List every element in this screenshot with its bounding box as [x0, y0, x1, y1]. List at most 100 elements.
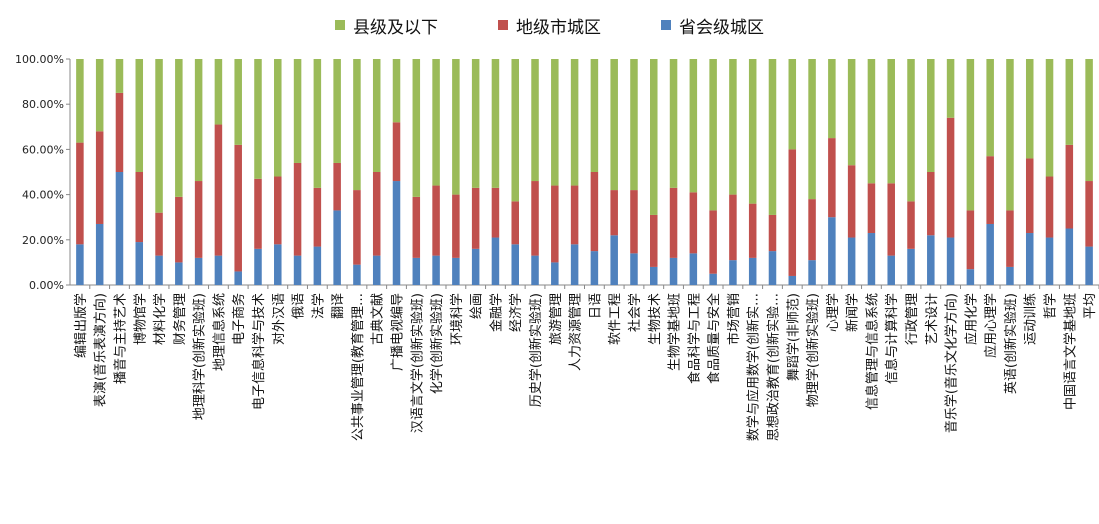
- bar-segment: [709, 210, 717, 274]
- bar-segment: [1025, 158, 1034, 234]
- x-category-label: 行政管理: [905, 293, 920, 345]
- bar-segment: [115, 92, 124, 172]
- bar-segment: [135, 59, 144, 172]
- bar-segment: [1006, 266, 1014, 285]
- bar-segment: [313, 187, 322, 247]
- bar-segment: [115, 59, 124, 93]
- bar-segment: [432, 185, 440, 256]
- bar-segment: [808, 59, 816, 200]
- bar-segment: [412, 257, 421, 285]
- x-category-label: 环境科学: [449, 293, 465, 345]
- bar-segment: [946, 237, 955, 285]
- bar-segment: [155, 255, 163, 285]
- bar-segment: [946, 59, 955, 118]
- bar-segment: [313, 59, 322, 188]
- y-tick-label: 40.00%: [22, 189, 64, 202]
- bar-segment: [986, 223, 994, 285]
- bar-segment: [709, 273, 717, 285]
- x-category-label: 材料化学: [152, 293, 168, 345]
- bar-segment: [847, 165, 856, 238]
- x-category-label: 广播电视编导: [391, 293, 406, 371]
- bar-segment: [1065, 228, 1074, 285]
- bar-segment: [412, 196, 421, 258]
- bar-segment: [551, 262, 559, 285]
- bar-segment: [669, 59, 678, 188]
- bar-segment: [76, 59, 84, 143]
- bar-segment: [234, 59, 242, 145]
- bar-segment: [194, 181, 203, 258]
- x-category-label: 绘画: [470, 293, 485, 319]
- bar-segment: [531, 59, 539, 182]
- bar-segment: [630, 59, 638, 191]
- bar-segment: [1025, 59, 1034, 159]
- bar-segment: [570, 185, 579, 245]
- bar-segment: [590, 59, 599, 172]
- bar-segment: [293, 255, 302, 285]
- bar-segment: [353, 264, 361, 285]
- x-category-label: 平均: [1083, 293, 1098, 319]
- bar-segment: [491, 59, 500, 188]
- bar-segment: [234, 271, 242, 285]
- bar-segment: [452, 257, 460, 285]
- bar-segment: [333, 162, 341, 211]
- x-category-label: 汉语言文学(创新实验班): [409, 293, 425, 433]
- y-tick-label: 80.00%: [22, 98, 64, 111]
- bar-segment: [1006, 210, 1014, 267]
- bar-segment: [1085, 181, 1093, 247]
- bar-segment: [531, 255, 539, 285]
- bar-segment: [471, 248, 480, 285]
- bar-segment: [709, 59, 717, 211]
- x-category-label: 对外汉语: [272, 293, 287, 345]
- bar-segment: [610, 235, 618, 285]
- x-category-label: 翻译: [331, 293, 346, 319]
- x-category-label: 地理信息系统: [211, 293, 227, 371]
- bar-segment: [452, 194, 460, 258]
- bar-segment: [372, 255, 381, 285]
- legend-label-prefecture: 地级市城区: [516, 17, 601, 38]
- bar-segment: [1006, 59, 1014, 211]
- bar-segment: [729, 59, 737, 195]
- chart-legend: 县级及以下 地级市城区 省会级城区: [0, 8, 1099, 42]
- bar-segment: [175, 262, 183, 285]
- bar-segment: [768, 214, 777, 252]
- bar-segment: [610, 59, 618, 191]
- bar-segment: [689, 59, 698, 193]
- bar-segment: [254, 59, 262, 179]
- legend-item-county: 县级及以下: [335, 13, 438, 38]
- bar-segment: [95, 59, 104, 132]
- x-category-label: 生物学基地班: [667, 293, 683, 371]
- x-category-label: 思想政治教育(创新实验…: [765, 293, 781, 441]
- bar-segment: [966, 269, 975, 285]
- bar-segment: [412, 59, 421, 197]
- x-category-label: 旅游管理: [549, 293, 564, 345]
- bar-segment: [353, 59, 361, 191]
- bar-segment: [689, 253, 698, 285]
- bar-segment: [887, 255, 895, 285]
- x-category-label: 中国语言文学基地班: [1062, 293, 1078, 410]
- y-tick-label: 100.00%: [15, 53, 64, 66]
- y-tick-label: 60.00%: [22, 143, 64, 156]
- bar-segment: [274, 176, 282, 245]
- bar-segment: [392, 59, 401, 123]
- x-category-label: 播音与主持艺术: [112, 293, 128, 384]
- bar-segment: [313, 246, 322, 285]
- bar-segment: [590, 251, 599, 285]
- x-category-label: 信息管理与信息系统: [864, 293, 880, 410]
- x-category-label: 数学与应用数学(创新实…: [746, 293, 762, 441]
- bar-segment: [808, 199, 816, 261]
- bar-segment: [570, 59, 579, 186]
- bar-segment: [254, 248, 262, 285]
- bar-segment: [511, 201, 520, 245]
- bar-segment: [986, 59, 994, 157]
- x-category-label: 财务管理: [172, 293, 188, 345]
- x-category-label: 金融学: [488, 293, 504, 332]
- x-category-label: 经济学: [508, 293, 524, 332]
- bar-segment: [432, 59, 440, 186]
- bar-segment: [887, 183, 895, 256]
- x-category-label: 社会学: [627, 293, 643, 332]
- legend-label-capital: 省会级城区: [679, 17, 764, 38]
- bar-segment: [274, 244, 282, 285]
- bar-segment: [452, 59, 460, 195]
- bar-segment: [175, 196, 183, 263]
- bar-segment: [214, 124, 223, 256]
